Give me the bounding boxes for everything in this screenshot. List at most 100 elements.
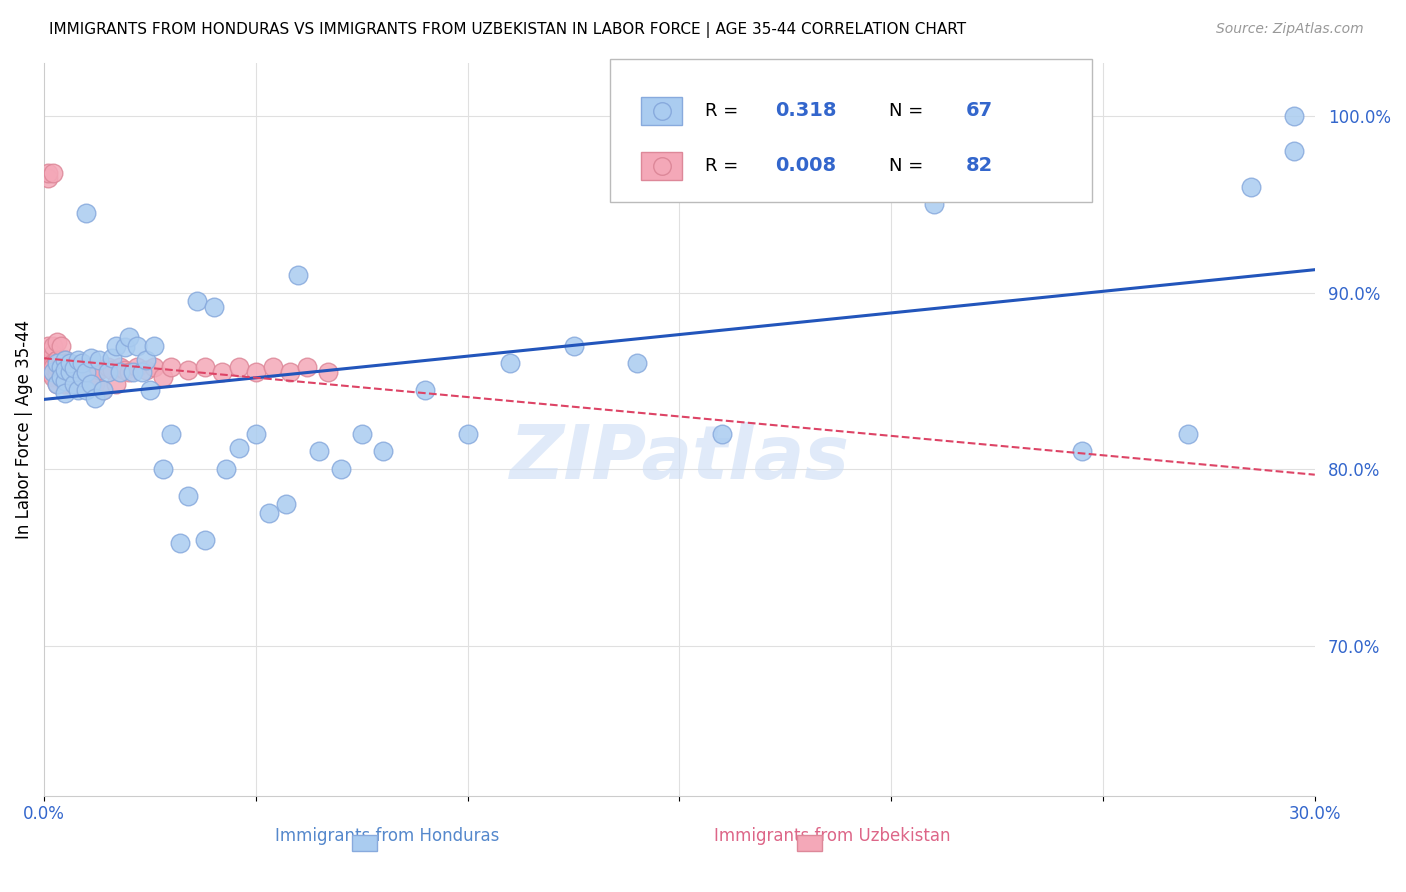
Point: [45, 365, 67, 379]
Point: [62, 365, 84, 379]
Point: [53, 363, 76, 377]
Point: [41, 338, 63, 352]
Point: [53, 374, 76, 388]
Point: [45, 359, 67, 374]
Point: [45, 352, 67, 367]
Point: [228, 359, 250, 374]
Point: [84, 365, 107, 379]
Point: [177, 363, 200, 377]
Point: [62, 361, 84, 376]
Point: [105, 377, 128, 392]
Point: [143, 338, 166, 352]
Point: [350, 426, 373, 441]
Point: [922, 197, 945, 211]
Point: [84, 377, 107, 392]
Point: [66, 377, 89, 392]
Point: [70, 377, 93, 392]
Point: [58, 377, 80, 392]
Point: [152, 370, 174, 384]
Point: [97, 359, 120, 374]
Point: [160, 426, 183, 441]
Point: [49, 370, 72, 384]
Point: [89, 352, 111, 367]
Point: [49, 370, 72, 384]
Point: [53, 377, 76, 392]
Point: [37, 165, 59, 179]
Point: [80, 363, 103, 377]
Point: [49, 359, 72, 374]
Point: [49, 338, 72, 352]
Text: Immigrants from Honduras: Immigrants from Honduras: [276, 827, 499, 845]
Point: [626, 356, 648, 370]
Point: [1070, 444, 1092, 458]
Point: [194, 533, 217, 547]
FancyBboxPatch shape: [610, 60, 1092, 202]
Point: [89, 363, 111, 377]
Point: [41, 356, 63, 370]
Point: [45, 377, 67, 392]
Point: [75, 383, 97, 397]
Point: [75, 370, 97, 384]
Point: [202, 300, 225, 314]
Text: ZIPatlas: ZIPatlas: [509, 422, 849, 495]
Point: [53, 374, 76, 388]
Point: [93, 383, 115, 397]
Point: [329, 462, 352, 476]
Point: [49, 359, 72, 374]
Point: [194, 359, 217, 374]
Point: [45, 377, 67, 392]
Point: [101, 351, 124, 365]
Point: [278, 365, 301, 379]
Point: [70, 370, 93, 384]
Point: [139, 383, 162, 397]
Point: [58, 365, 80, 379]
Point: [1282, 145, 1305, 159]
Point: [37, 170, 59, 185]
Point: [70, 370, 93, 384]
Point: [49, 352, 72, 367]
Point: [93, 383, 115, 397]
Point: [110, 365, 132, 379]
Point: [274, 498, 297, 512]
Point: [53, 370, 76, 384]
Point: [66, 365, 89, 379]
Point: [41, 370, 63, 384]
Point: [245, 365, 267, 379]
Point: [75, 365, 97, 379]
Point: [186, 294, 208, 309]
Point: [37, 356, 59, 370]
Point: [45, 352, 67, 367]
Point: [114, 363, 136, 377]
Point: [105, 338, 128, 352]
Point: [287, 268, 309, 282]
Text: 0.008: 0.008: [775, 156, 837, 175]
Point: [118, 365, 141, 379]
Point: [1177, 426, 1199, 441]
Point: [127, 338, 149, 352]
Point: [177, 489, 200, 503]
Point: [66, 359, 89, 374]
Point: [49, 359, 72, 374]
Point: [169, 536, 191, 550]
Point: [45, 334, 67, 349]
Point: [62, 377, 84, 392]
Text: N =: N =: [889, 157, 929, 175]
Point: [58, 365, 80, 379]
Point: [710, 426, 733, 441]
Text: IMMIGRANTS FROM HONDURAS VS IMMIGRANTS FROM UZBEKISTAN IN LABOR FORCE | AGE 35-4: IMMIGRANTS FROM HONDURAS VS IMMIGRANTS F…: [49, 22, 966, 38]
Point: [371, 444, 394, 458]
Point: [66, 383, 89, 397]
Point: [1282, 109, 1305, 123]
Point: [211, 365, 233, 379]
Point: [75, 365, 97, 379]
Point: [53, 356, 76, 370]
Point: [562, 338, 585, 352]
Point: [53, 386, 76, 401]
Point: [80, 351, 103, 365]
Point: [97, 365, 120, 379]
Point: [308, 444, 330, 458]
Point: [122, 365, 145, 379]
Point: [152, 462, 174, 476]
Point: [316, 365, 339, 379]
Point: [80, 377, 103, 392]
